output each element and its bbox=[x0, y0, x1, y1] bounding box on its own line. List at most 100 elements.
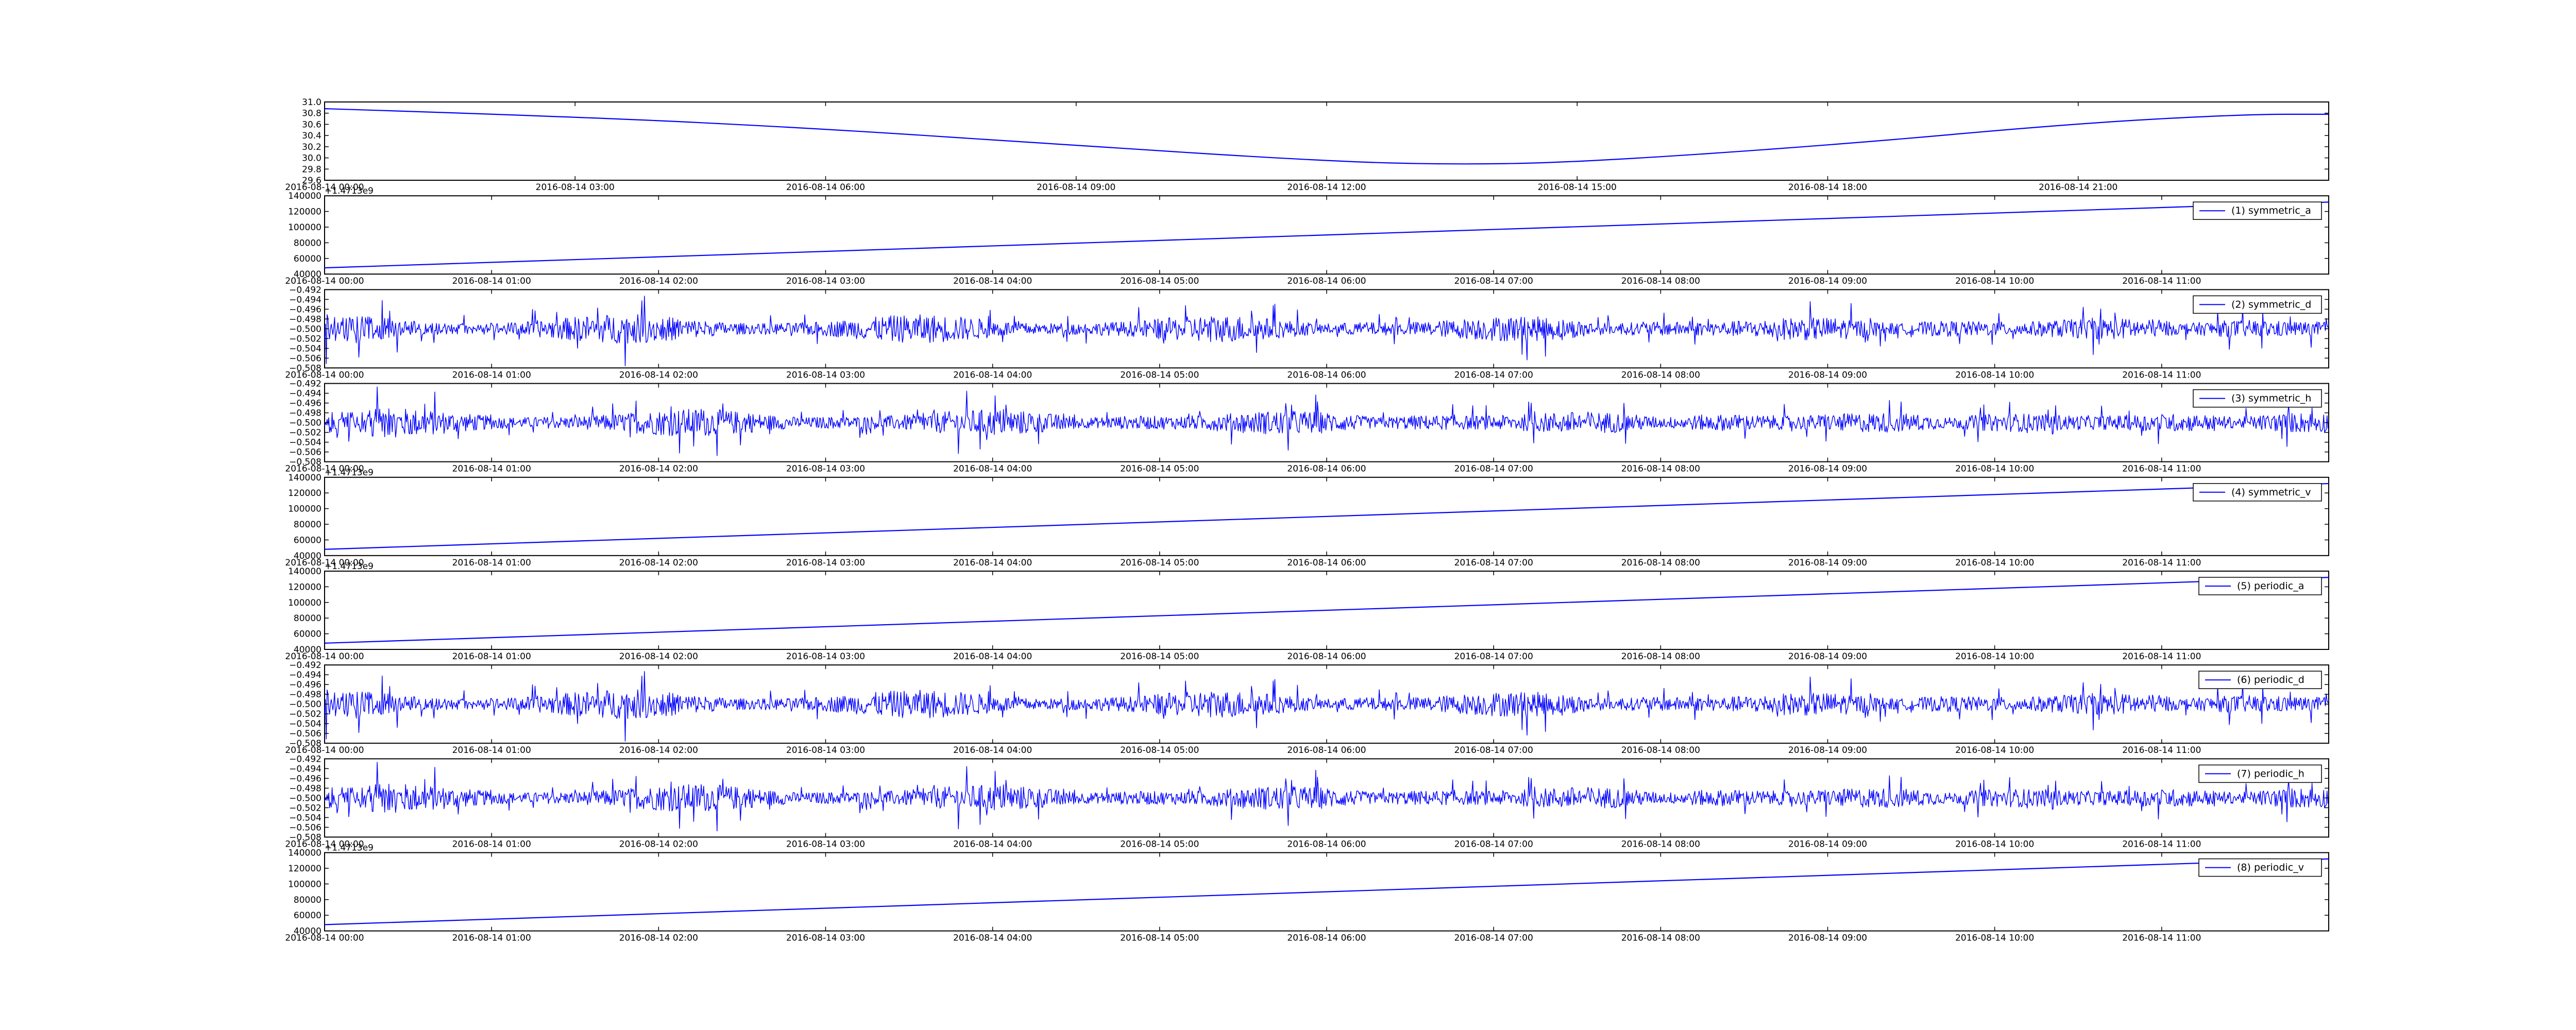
plot-area bbox=[324, 101, 2329, 181]
y-tick-label: −0.496 bbox=[289, 774, 321, 784]
y-tick-label: 40000 bbox=[294, 269, 321, 280]
y-tick-label: −0.508 bbox=[289, 832, 321, 843]
x-tick-label: 2016-08-14 08:00 bbox=[1621, 276, 1700, 286]
x-tick-label: 2016-08-14 01:00 bbox=[452, 745, 531, 756]
y-tick-label: 40000 bbox=[294, 645, 321, 655]
y-tick-label: 60000 bbox=[294, 911, 321, 921]
y-tick-label: −0.504 bbox=[289, 813, 321, 823]
x-tick-label: 2016-08-14 03:00 bbox=[536, 182, 615, 193]
x-tick-label: 2016-08-14 04:00 bbox=[953, 651, 1032, 662]
x-tick-label: 2016-08-14 05:00 bbox=[1120, 839, 1199, 849]
y-tick-label: −0.502 bbox=[289, 428, 321, 438]
x-tick-label: 2016-08-14 10:00 bbox=[1955, 558, 2034, 568]
subplot-3: −0.508−0.506−0.504−0.502−0.500−0.498−0.4… bbox=[285, 285, 2329, 380]
x-tick-label: 2016-08-14 06:00 bbox=[786, 182, 865, 193]
x-tick-label: 2016-08-14 08:00 bbox=[1621, 839, 1700, 849]
x-tick-label: 2016-08-14 00:00 bbox=[285, 464, 364, 474]
y-tick-label: 29.8 bbox=[302, 164, 321, 175]
x-tick-label: 2016-08-14 11:00 bbox=[2122, 839, 2201, 849]
x-tick-label: 2016-08-14 05:00 bbox=[1120, 370, 1199, 380]
x-tick-label: 2016-08-14 00:00 bbox=[285, 839, 364, 849]
y-tick-label: −0.492 bbox=[289, 754, 321, 764]
x-tick-label: 2016-08-14 11:00 bbox=[2122, 370, 2201, 380]
x-tick-label: 2016-08-14 00:00 bbox=[285, 370, 364, 380]
series-line bbox=[324, 762, 2329, 832]
x-tick-label: 2016-08-14 04:00 bbox=[953, 370, 1032, 380]
y-tick-label: −0.492 bbox=[289, 285, 321, 295]
y-tick-label: −0.506 bbox=[289, 729, 321, 739]
x-tick-label: 2016-08-14 01:00 bbox=[452, 839, 531, 849]
y-tick-label: −0.494 bbox=[289, 764, 321, 774]
legend-label: (4) symmetric_v bbox=[2231, 487, 2311, 498]
y-tick-label: 60000 bbox=[294, 254, 321, 264]
x-tick-label: 2016-08-14 08:00 bbox=[1621, 745, 1700, 756]
x-tick-label: 2016-08-14 18:00 bbox=[1788, 182, 1867, 193]
series-line bbox=[324, 577, 2329, 644]
y-tick-label: −0.496 bbox=[289, 304, 321, 315]
x-tick-label: 2016-08-14 11:00 bbox=[2122, 745, 2201, 756]
x-tick-label: 2016-08-14 03:00 bbox=[786, 370, 865, 380]
x-tick-label: 2016-08-14 05:00 bbox=[1120, 933, 1199, 943]
y-tick-label: −0.494 bbox=[289, 295, 321, 305]
y-tick-label: 140000 bbox=[288, 848, 321, 859]
x-tick-label: 2016-08-14 10:00 bbox=[1955, 745, 2034, 756]
y-tick-label: −0.500 bbox=[289, 418, 321, 428]
series-line bbox=[324, 201, 2329, 269]
x-tick-label: 2016-08-14 08:00 bbox=[1621, 464, 1700, 474]
y-tick-label: −0.500 bbox=[289, 699, 321, 710]
x-tick-label: 2016-08-14 09:00 bbox=[1788, 933, 1867, 943]
legend-label: (8) periodic_v bbox=[2237, 862, 2304, 873]
x-tick-label: 2016-08-14 04:00 bbox=[953, 745, 1032, 756]
subplot-6: 4000060000800001000001200001400002016-08… bbox=[285, 561, 2329, 662]
x-tick-label: 2016-08-14 02:00 bbox=[619, 370, 698, 380]
y-tick-label: 29.6 bbox=[302, 176, 321, 186]
y-tick-label: 80000 bbox=[294, 238, 321, 248]
offset-text: +1.4713e9 bbox=[325, 468, 374, 478]
y-tick-label: 30.0 bbox=[302, 153, 321, 164]
legend-label: (5) periodic_a bbox=[2237, 580, 2304, 592]
x-tick-label: 2016-08-14 02:00 bbox=[619, 558, 698, 568]
x-tick-label: 2016-08-14 08:00 bbox=[1621, 370, 1700, 380]
y-tick-label: −0.504 bbox=[289, 438, 321, 448]
x-tick-label: 2016-08-14 04:00 bbox=[953, 276, 1032, 286]
x-tick-label: 2016-08-14 07:00 bbox=[1454, 839, 1533, 849]
subplot-4: −0.508−0.506−0.504−0.502−0.500−0.498−0.4… bbox=[285, 379, 2329, 474]
y-tick-label: −0.498 bbox=[289, 408, 321, 419]
x-tick-label: 2016-08-14 12:00 bbox=[1287, 182, 1366, 193]
y-tick-label: −0.492 bbox=[289, 660, 321, 671]
x-tick-label: 2016-08-14 11:00 bbox=[2122, 558, 2201, 568]
x-tick-label: 2016-08-14 11:00 bbox=[2122, 276, 2201, 286]
y-tick-label: 40000 bbox=[294, 551, 321, 561]
x-tick-label: 2016-08-14 08:00 bbox=[1621, 651, 1700, 662]
offset-text: +1.4713e9 bbox=[325, 843, 374, 853]
y-tick-label: 100000 bbox=[288, 879, 321, 889]
x-tick-label: 2016-08-14 06:00 bbox=[1287, 370, 1366, 380]
series-line bbox=[324, 296, 2329, 367]
x-tick-label: 2016-08-14 07:00 bbox=[1454, 276, 1533, 286]
x-tick-label: 2016-08-14 11:00 bbox=[2122, 464, 2201, 474]
y-tick-label: 30.4 bbox=[302, 131, 321, 141]
y-tick-label: −0.492 bbox=[289, 379, 321, 389]
x-tick-label: 2016-08-14 05:00 bbox=[1120, 651, 1199, 662]
x-tick-label: 2016-08-14 05:00 bbox=[1120, 464, 1199, 474]
y-tick-label: 100000 bbox=[288, 504, 321, 514]
legend-label: (7) periodic_h bbox=[2237, 768, 2304, 779]
x-tick-label: 2016-08-14 09:00 bbox=[1788, 276, 1867, 286]
y-tick-label: −0.496 bbox=[289, 680, 321, 690]
subplot-stack: 29.629.830.030.230.430.630.831.0 2016-08-… bbox=[285, 97, 2329, 943]
y-tick-label: 80000 bbox=[294, 520, 321, 530]
x-tick-label: 2016-08-14 03:00 bbox=[786, 933, 865, 943]
y-tick-label: −0.500 bbox=[289, 793, 321, 803]
x-tick-label: 2016-08-14 09:00 bbox=[1788, 558, 1867, 568]
x-tick-label: 2016-08-14 05:00 bbox=[1120, 745, 1199, 756]
y-tick-label: −0.508 bbox=[289, 363, 321, 373]
x-tick-label: 2016-08-14 10:00 bbox=[1955, 464, 2034, 474]
legend-label: (3) symmetric_h bbox=[2231, 393, 2311, 404]
x-tick-label: 2016-08-14 05:00 bbox=[1120, 558, 1199, 568]
x-tick-label: 2016-08-14 01:00 bbox=[452, 370, 531, 380]
x-tick-label: 2016-08-14 07:00 bbox=[1454, 464, 1533, 474]
y-tick-label: 120000 bbox=[288, 207, 321, 217]
x-tick-label: 2016-08-14 00:00 bbox=[285, 933, 364, 943]
x-tick-label: 2016-08-14 06:00 bbox=[1287, 933, 1366, 943]
